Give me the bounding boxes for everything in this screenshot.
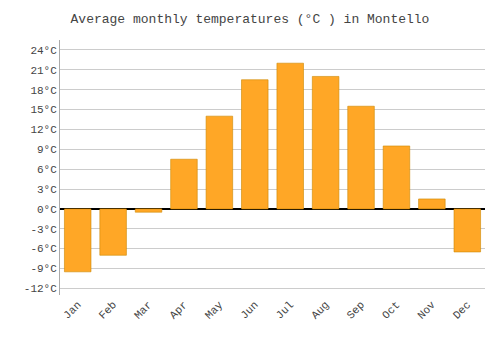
- svg-text:Nov: Nov: [415, 299, 438, 322]
- svg-text:18°C: 18°C: [30, 85, 57, 97]
- svg-text:Dec: Dec: [451, 299, 473, 321]
- svg-text:Aug: Aug: [309, 299, 331, 321]
- svg-text:Average monthly temperatures (: Average monthly temperatures (°C ) in Mo…: [71, 12, 430, 27]
- svg-text:Jul: Jul: [274, 299, 296, 321]
- svg-text:Jan: Jan: [61, 299, 83, 321]
- svg-text:Mar: Mar: [132, 299, 154, 321]
- svg-text:-9°C: -9°C: [30, 263, 57, 275]
- svg-text:12°C: 12°C: [30, 124, 57, 136]
- svg-text:3°C: 3°C: [37, 184, 57, 196]
- svg-text:-12°C: -12°C: [24, 283, 57, 295]
- svg-text:24°C: 24°C: [30, 45, 57, 57]
- svg-text:-6°C: -6°C: [30, 243, 57, 255]
- svg-text:Oct: Oct: [380, 299, 402, 321]
- svg-text:Sep: Sep: [345, 299, 367, 321]
- svg-text:9°C: 9°C: [37, 144, 57, 156]
- svg-text:Jun: Jun: [238, 299, 260, 321]
- svg-text:21°C: 21°C: [30, 65, 57, 77]
- svg-text:15°C: 15°C: [30, 104, 57, 116]
- svg-text:-3°C: -3°C: [30, 224, 57, 236]
- svg-text:Feb: Feb: [97, 299, 119, 321]
- svg-text:6°C: 6°C: [37, 164, 57, 176]
- svg-text:Apr: Apr: [167, 299, 189, 321]
- svg-text:0°C: 0°C: [37, 204, 57, 216]
- svg-text:May: May: [203, 299, 226, 322]
